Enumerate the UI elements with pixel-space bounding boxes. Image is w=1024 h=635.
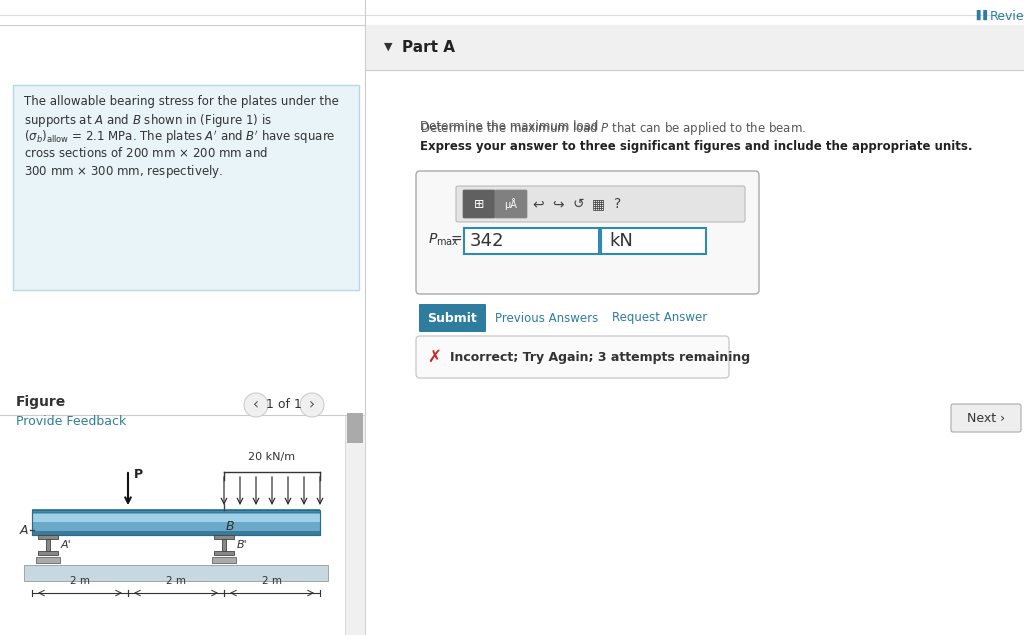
Text: 20 kN/m: 20 kN/m bbox=[249, 452, 296, 462]
Text: ▼: ▼ bbox=[384, 42, 392, 52]
FancyBboxPatch shape bbox=[464, 228, 599, 254]
Text: ↪: ↪ bbox=[552, 197, 564, 211]
FancyBboxPatch shape bbox=[495, 190, 527, 218]
Text: ?: ? bbox=[614, 197, 622, 211]
Text: Review: Review bbox=[990, 10, 1024, 23]
Text: ⊞: ⊞ bbox=[474, 197, 484, 210]
FancyBboxPatch shape bbox=[32, 514, 319, 522]
FancyBboxPatch shape bbox=[13, 85, 359, 290]
FancyBboxPatch shape bbox=[601, 228, 706, 254]
Text: 2 m: 2 m bbox=[262, 576, 282, 586]
FancyBboxPatch shape bbox=[38, 551, 58, 555]
FancyBboxPatch shape bbox=[222, 539, 226, 551]
Text: 2 m: 2 m bbox=[70, 576, 90, 586]
FancyBboxPatch shape bbox=[32, 531, 319, 535]
Text: Next ›: Next › bbox=[967, 411, 1006, 425]
FancyBboxPatch shape bbox=[951, 404, 1021, 432]
Text: kN: kN bbox=[609, 232, 633, 250]
FancyBboxPatch shape bbox=[366, 25, 1024, 70]
Text: $P_{\mathrm{max}}$: $P_{\mathrm{max}}$ bbox=[428, 232, 459, 248]
Text: ›: › bbox=[309, 398, 315, 413]
Text: A': A' bbox=[61, 540, 72, 550]
FancyBboxPatch shape bbox=[24, 565, 328, 581]
FancyBboxPatch shape bbox=[345, 415, 365, 635]
Text: Determine the maximum load $P$ that can be applied to the beam.: Determine the maximum load $P$ that can … bbox=[420, 120, 806, 137]
FancyBboxPatch shape bbox=[32, 512, 319, 535]
Text: 300 mm $\times$ 300 mm, respectively.: 300 mm $\times$ 300 mm, respectively. bbox=[24, 163, 223, 180]
FancyBboxPatch shape bbox=[212, 557, 236, 563]
Text: Previous Answers: Previous Answers bbox=[495, 312, 598, 324]
Text: ▐▐: ▐▐ bbox=[972, 10, 987, 20]
FancyBboxPatch shape bbox=[419, 304, 486, 332]
FancyBboxPatch shape bbox=[456, 186, 745, 222]
Text: A: A bbox=[19, 523, 28, 537]
FancyBboxPatch shape bbox=[416, 171, 759, 294]
Text: ▦: ▦ bbox=[592, 197, 604, 211]
Text: ‹: ‹ bbox=[253, 398, 259, 413]
Text: ✗: ✗ bbox=[427, 348, 441, 366]
Text: 342: 342 bbox=[470, 232, 505, 250]
FancyBboxPatch shape bbox=[32, 509, 319, 512]
Text: Submit: Submit bbox=[427, 312, 477, 324]
Text: B': B' bbox=[237, 540, 248, 550]
Text: P: P bbox=[134, 468, 143, 481]
FancyBboxPatch shape bbox=[347, 413, 362, 443]
Circle shape bbox=[300, 393, 324, 417]
Text: =: = bbox=[451, 233, 463, 247]
Text: B: B bbox=[226, 519, 234, 533]
Text: supports at $\mathit{A}$ and $\mathit{B}$ shown in (Figure 1) is: supports at $\mathit{A}$ and $\mathit{B}… bbox=[24, 112, 271, 129]
Text: Provide Feedback: Provide Feedback bbox=[16, 415, 126, 428]
Text: Incorrect; Try Again; 3 attempts remaining: Incorrect; Try Again; 3 attempts remaini… bbox=[450, 351, 751, 363]
FancyBboxPatch shape bbox=[463, 190, 495, 218]
Text: 1 of 1: 1 of 1 bbox=[266, 399, 302, 411]
Text: Part A: Part A bbox=[402, 39, 455, 55]
Text: Determine the maximum load: Determine the maximum load bbox=[420, 120, 602, 133]
FancyBboxPatch shape bbox=[0, 415, 345, 635]
Text: ↺: ↺ bbox=[572, 197, 584, 211]
Text: The allowable bearing stress for the plates under the: The allowable bearing stress for the pla… bbox=[24, 95, 339, 108]
Text: cross sections of 200 mm $\times$ 200 mm and: cross sections of 200 mm $\times$ 200 mm… bbox=[24, 146, 268, 160]
Text: Request Answer: Request Answer bbox=[612, 312, 708, 324]
Text: 2 m: 2 m bbox=[166, 576, 186, 586]
FancyBboxPatch shape bbox=[38, 535, 58, 539]
Text: ▲: ▲ bbox=[351, 418, 358, 428]
Text: Figure: Figure bbox=[16, 395, 67, 409]
Circle shape bbox=[244, 393, 268, 417]
FancyBboxPatch shape bbox=[214, 551, 234, 555]
FancyBboxPatch shape bbox=[214, 535, 234, 539]
Text: ↩: ↩ bbox=[532, 197, 544, 211]
Text: $(\sigma_b)_{\mathrm{allow}}$ = 2.1 MPa. The plates $A'$ and $B'$ have square: $(\sigma_b)_{\mathrm{allow}}$ = 2.1 MPa.… bbox=[24, 129, 336, 147]
FancyBboxPatch shape bbox=[46, 539, 50, 551]
Text: Express your answer to three significant figures and include the appropriate uni: Express your answer to three significant… bbox=[420, 140, 973, 153]
Text: μÅ: μÅ bbox=[505, 198, 517, 210]
FancyBboxPatch shape bbox=[416, 336, 729, 378]
FancyBboxPatch shape bbox=[36, 557, 60, 563]
